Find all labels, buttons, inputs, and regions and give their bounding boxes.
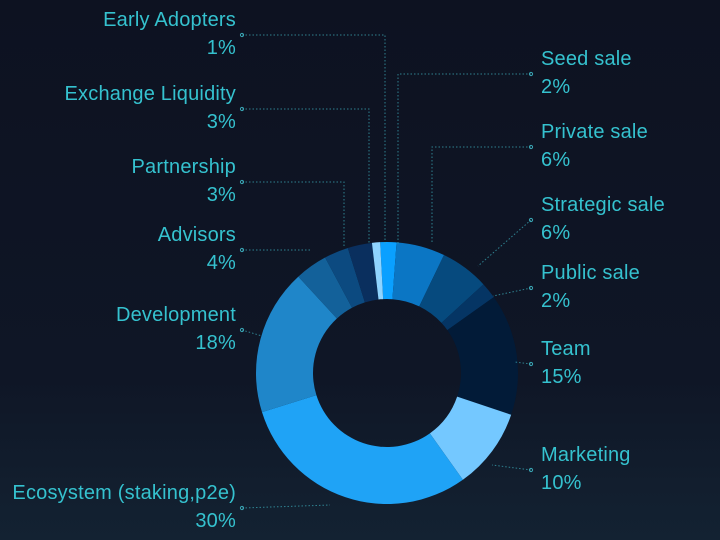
slice-percent: 30%	[195, 510, 236, 532]
leader-line	[477, 219, 532, 267]
label-exchange-liquidity: Exchange Liquidity 3%	[65, 80, 237, 136]
leader-line	[242, 181, 345, 246]
leader-line	[397, 73, 531, 244]
slice-percent: 4%	[206, 252, 236, 274]
leader-dot	[239, 106, 245, 112]
label-ecosystem-staking-p2e: Ecosystem (staking,p2e) 30%	[12, 479, 236, 535]
leader-dot	[239, 32, 245, 38]
leader-dot	[528, 217, 534, 223]
leader-line	[431, 146, 531, 244]
slice-partnership	[325, 247, 365, 308]
slice-percent: 18%	[195, 332, 236, 354]
slice-name: Public sale	[541, 262, 640, 284]
slice-advisors	[298, 257, 353, 319]
slice-percent: 6%	[541, 222, 571, 244]
leader-dot	[528, 467, 534, 473]
label-strategic-sale: Strategic sale 6%	[541, 191, 665, 247]
slice-marketing	[429, 396, 512, 480]
leader-dot	[239, 327, 245, 333]
slice-name: Early Adopters	[103, 9, 236, 31]
slice-exchange-liquidity	[347, 242, 379, 303]
leader-line	[492, 287, 532, 297]
label-public-sale: Public sale 2%	[541, 259, 640, 315]
label-partnership: Partnership 3%	[132, 153, 236, 209]
slice-percent: 3%	[206, 111, 236, 133]
slice-percent: 2%	[541, 76, 571, 98]
label-early-adopters: Early Adopters 1%	[103, 6, 236, 62]
leader-line	[242, 108, 370, 244]
slice-name: Ecosystem (staking,p2e)	[12, 482, 236, 504]
slice-name: Seed sale	[541, 48, 632, 70]
slice-name: Partnership	[131, 156, 236, 178]
slice-early-adopters	[371, 242, 384, 300]
slice-name: Development	[115, 304, 236, 326]
slice-name: Team	[541, 338, 591, 360]
slice-development	[256, 276, 337, 413]
leader-line	[514, 361, 532, 365]
slice-seed-sale	[380, 242, 397, 300]
leader-line	[241, 329, 263, 337]
slice-percent: 15%	[541, 366, 582, 388]
slice-name: Advisors	[157, 224, 236, 246]
slice-percent: 10%	[541, 472, 582, 494]
leader-line	[491, 464, 532, 471]
slice-percent: 3%	[206, 184, 236, 206]
label-private-sale: Private sale 6%	[541, 118, 648, 174]
slice-percent: 2%	[541, 290, 571, 312]
slice-team	[447, 297, 519, 415]
leader-dot	[239, 179, 245, 185]
label-advisors: Advisors 4%	[158, 221, 236, 277]
leader-dot	[239, 247, 245, 253]
slice-name: Strategic sale	[541, 194, 665, 216]
leader-dot	[528, 71, 534, 77]
leader-dot	[239, 505, 245, 511]
slice-strategic-sale	[419, 255, 484, 323]
label-marketing: Marketing 10%	[541, 441, 631, 497]
label-development: Development 18%	[116, 301, 236, 357]
leader-dot	[528, 144, 534, 150]
leader-dot	[528, 361, 534, 367]
slice-percent: 6%	[541, 149, 571, 171]
slice-name: Exchange Liquidity	[64, 83, 236, 105]
slice-public-sale	[441, 284, 494, 331]
slice-percent: 1%	[206, 37, 236, 59]
label-seed-sale: Seed sale 2%	[541, 45, 632, 101]
label-team: Team 15%	[541, 335, 591, 391]
slice-ecosystem-staking-p2e	[261, 395, 463, 504]
leader-line	[241, 504, 331, 509]
leader-line	[242, 34, 386, 244]
slice-private-sale	[392, 242, 445, 307]
slice-name: Marketing	[541, 444, 631, 466]
slice-name: Private sale	[541, 121, 648, 143]
leader-dot	[528, 285, 534, 291]
